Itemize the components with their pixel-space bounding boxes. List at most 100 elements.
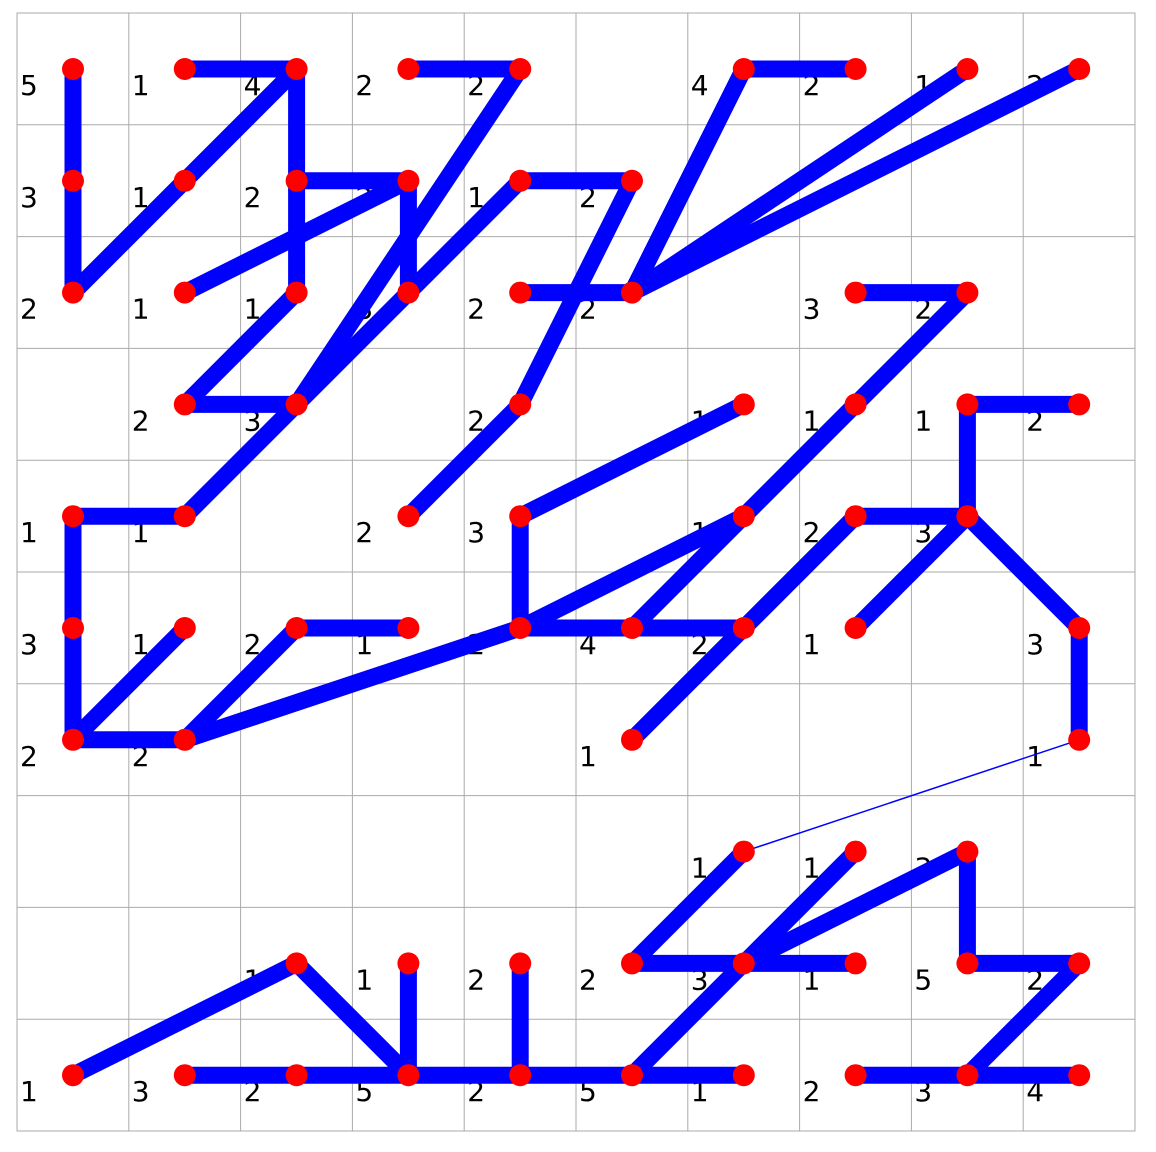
clue-number: 1 [20, 516, 38, 549]
island-node[interactable] [62, 505, 84, 528]
island-node[interactable] [621, 728, 643, 751]
bridge-line [516, 396, 748, 524]
island-node[interactable] [285, 617, 308, 639]
bridge-line [961, 957, 1086, 1082]
island-node[interactable] [62, 617, 84, 639]
island-node[interactable] [844, 840, 867, 863]
clue-number: 1 [914, 404, 932, 437]
island-node[interactable] [956, 281, 979, 304]
clue-number: 1 [355, 963, 373, 996]
island-node[interactable] [173, 393, 196, 416]
island-node[interactable] [173, 505, 196, 528]
island-node[interactable] [956, 840, 979, 863]
island-node[interactable] [62, 58, 84, 80]
bridges [64, 60, 1088, 1084]
island-node[interactable] [732, 505, 755, 528]
island-node[interactable] [62, 1064, 84, 1087]
island-node[interactable] [509, 169, 532, 192]
clue-number: 2 [355, 69, 373, 102]
island-node[interactable] [1068, 952, 1091, 975]
island-node[interactable] [173, 617, 196, 639]
clue-number: 2 [467, 404, 485, 437]
clue-number: 1 [803, 628, 821, 661]
bridge-line [178, 286, 303, 411]
clue-number: 1 [132, 69, 150, 102]
island-node[interactable] [509, 58, 532, 80]
island-node[interactable] [285, 952, 308, 975]
island-node[interactable] [285, 58, 308, 80]
island-node[interactable] [509, 617, 532, 639]
island-node[interactable] [509, 281, 532, 304]
island-node[interactable] [1068, 728, 1091, 751]
island-node[interactable] [285, 393, 308, 416]
clue-number: 3 [467, 516, 485, 549]
island-node[interactable] [397, 1064, 420, 1087]
island-node[interactable] [844, 281, 867, 304]
island-node[interactable] [397, 952, 420, 975]
island-node[interactable] [397, 58, 420, 80]
island-node[interactable] [621, 281, 643, 304]
clue-number: 1 [803, 404, 821, 437]
island-node[interactable] [732, 58, 755, 80]
island-node[interactable] [509, 1064, 532, 1087]
island-node[interactable] [621, 169, 643, 192]
island-node[interactable] [732, 393, 755, 416]
island-node[interactable] [62, 728, 84, 751]
island-node[interactable] [1068, 58, 1091, 80]
island-node[interactable] [1068, 1064, 1091, 1087]
island-node[interactable] [509, 952, 532, 975]
island-node[interactable] [956, 393, 979, 416]
island-node[interactable] [844, 58, 867, 80]
clue-number: 1 [803, 852, 821, 885]
island-node[interactable] [621, 1064, 643, 1087]
bridge-line [289, 64, 528, 410]
island-node[interactable] [173, 728, 196, 751]
island-node[interactable] [844, 505, 867, 528]
island-node[interactable] [285, 1064, 308, 1087]
island-node[interactable] [397, 281, 420, 304]
island-node[interactable] [397, 505, 420, 528]
island-node[interactable] [844, 617, 867, 639]
island-node[interactable] [732, 617, 755, 639]
island-node[interactable] [173, 281, 196, 304]
island-node[interactable] [732, 1064, 755, 1087]
island-node[interactable] [732, 952, 755, 975]
bridge-line [402, 174, 527, 299]
island-node[interactable] [62, 281, 84, 304]
clue-number: 3 [132, 1075, 150, 1108]
clue-number: 2 [803, 1075, 821, 1108]
island-node[interactable] [844, 1064, 867, 1087]
island-node[interactable] [173, 169, 196, 192]
island-node[interactable] [844, 952, 867, 975]
bridge-line [516, 508, 748, 636]
island-node[interactable] [621, 617, 643, 639]
island-node[interactable] [956, 58, 979, 80]
island-node[interactable] [844, 393, 867, 416]
island-node[interactable] [397, 169, 420, 192]
island-node[interactable] [956, 952, 979, 975]
grid-border [16, 12, 1136, 1132]
island-node[interactable] [732, 840, 755, 863]
island-node[interactable] [956, 505, 979, 528]
clue-number: 2 [467, 293, 485, 326]
island-node[interactable] [62, 169, 84, 192]
island-node[interactable] [1068, 393, 1091, 416]
bridge-line [290, 957, 415, 1082]
clue-number: 1 [691, 852, 709, 885]
island-node[interactable] [285, 281, 308, 304]
bridge-line [69, 955, 301, 1083]
bridge-line [625, 621, 750, 746]
island-node[interactable] [397, 617, 420, 639]
island-node[interactable] [1068, 617, 1091, 639]
island-node[interactable] [509, 505, 532, 528]
island-node[interactable] [509, 393, 532, 416]
clue-number: 2 [579, 963, 597, 996]
island-node[interactable] [173, 1064, 196, 1087]
island-node[interactable] [621, 952, 643, 975]
bridge-line [625, 957, 750, 1082]
island-node[interactable] [285, 169, 308, 192]
island-node[interactable] [173, 58, 196, 80]
clue-number: 2 [355, 516, 373, 549]
island-node[interactable] [956, 1064, 979, 1087]
